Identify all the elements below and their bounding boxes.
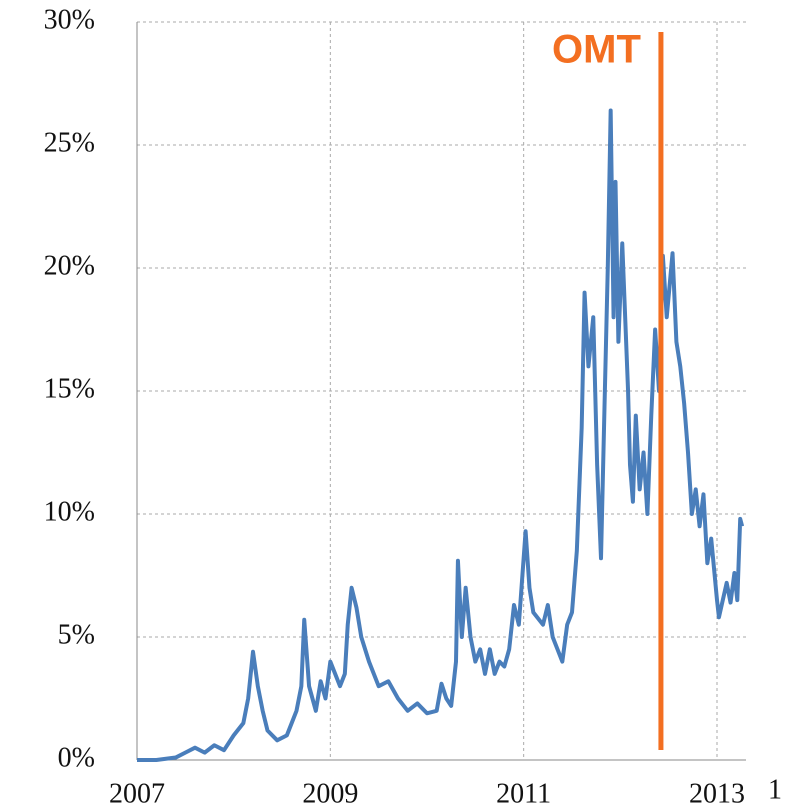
y-tick-label: 30%: [44, 4, 95, 35]
x-axis-note: 1: [768, 774, 782, 805]
line-series: [137, 108, 745, 762]
x-tick-label: 2007: [109, 778, 165, 808]
y-tick-label: 25%: [44, 127, 95, 158]
annotation-label: OMT: [552, 28, 641, 72]
y-tick-label: 20%: [44, 250, 95, 281]
y-tick-label: 5%: [58, 619, 95, 650]
y-tick-label: 15%: [44, 373, 95, 404]
x-tick-label: 2009: [302, 778, 358, 808]
y-tick-label: 0%: [58, 742, 95, 773]
y-tick-label: 10%: [44, 496, 95, 527]
x-tick-label: 2011: [496, 778, 551, 808]
x-tick-label: 2013: [689, 778, 745, 808]
